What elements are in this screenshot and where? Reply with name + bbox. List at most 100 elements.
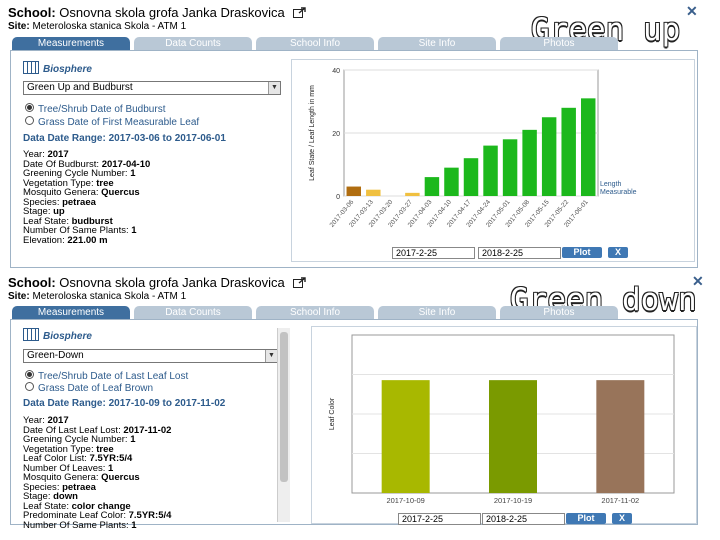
detail-row: Number Of Same Plants: 1 xyxy=(23,519,171,531)
bar xyxy=(463,158,479,196)
radio-unselected-icon[interactable] xyxy=(25,116,34,125)
detail-row: Vegetation Type: tree xyxy=(23,177,150,189)
tab-data-counts[interactable]: Data Counts xyxy=(134,306,252,319)
detail-key: Mosquito Genera xyxy=(23,472,96,483)
detail-value: 1 xyxy=(131,519,137,531)
clear-button[interactable]: X xyxy=(608,247,628,258)
detail-separator: : xyxy=(118,424,124,436)
radio-option-1[interactable]: Tree/Shrub Date of Last Leaf Lost xyxy=(25,370,188,382)
detail-value: up xyxy=(53,206,65,217)
detail-separator: : xyxy=(66,500,72,512)
detail-separator: : xyxy=(90,443,97,455)
plot-button[interactable]: Plot xyxy=(562,247,602,258)
calendar-icon xyxy=(23,61,39,74)
detail-key: Stage xyxy=(23,491,48,502)
detail-value: down xyxy=(53,491,78,502)
detail-value: budburst xyxy=(71,215,113,227)
detail-value: 2017-04-10 xyxy=(101,158,151,170)
school-name: Osnovna skola grofa Janka Draskovica xyxy=(59,5,285,20)
detail-value: 2017 xyxy=(47,149,69,160)
radio-unselected-icon[interactable] xyxy=(25,382,34,391)
clear-button[interactable]: X xyxy=(612,513,632,524)
detail-separator: : xyxy=(42,415,48,426)
detail-row: Elevation: 221.00 m xyxy=(23,234,150,246)
detail-row: Species: petraea xyxy=(23,196,150,208)
close-icon[interactable]: ✕ xyxy=(692,273,704,289)
detail-separator: : xyxy=(66,215,72,227)
chart-area: Leaf Color 2017-10-09 2017-10-19 2017-11-02… xyxy=(311,326,697,525)
school-label: School: xyxy=(8,5,56,20)
tab-measurements[interactable]: Measurements xyxy=(12,37,130,50)
chevron-down-icon[interactable]: ▼ xyxy=(268,82,280,94)
detail-key: Date Of Budburst xyxy=(23,158,97,170)
radio-label-1: Tree/Shrub Date of Budburst xyxy=(38,104,166,115)
detail-separator: : xyxy=(56,481,63,493)
radio-selected-icon[interactable] xyxy=(25,370,34,379)
detail-row: Year: 2017 xyxy=(23,416,171,426)
radio-selected-icon[interactable] xyxy=(25,103,34,112)
detail-value: color change xyxy=(71,500,131,512)
detail-value: 1 xyxy=(130,434,136,445)
tab-photos[interactable]: Photos xyxy=(500,306,618,319)
detail-key: Date Of Last Leaf Lost xyxy=(23,424,119,436)
bar xyxy=(596,380,645,493)
school-name: Osnovna skola grofa Janka Draskovica xyxy=(59,275,285,290)
site-name: Meteroloska stanica Skola - ATM 1 xyxy=(32,291,187,302)
detail-key: Greening Cycle Number xyxy=(23,434,125,445)
tab-data-counts[interactable]: Data Counts xyxy=(134,37,252,50)
site-line: Site: Meteroloska stanica Skola - ATM 1 xyxy=(8,291,186,302)
detail-key: Year xyxy=(23,415,43,426)
green-down-panel: School: Osnovna skola grofa Janka Drasko… xyxy=(0,270,720,538)
protocol-select[interactable]: Green-Down ▼ xyxy=(23,349,278,363)
detail-key: Leaf State xyxy=(23,500,67,512)
detail-value: 1 xyxy=(131,225,137,236)
detail-separator: : xyxy=(90,177,97,189)
scrollbar[interactable] xyxy=(277,328,290,522)
date-to-input[interactable]: 2018-2-25 xyxy=(482,513,565,525)
protocol-select[interactable]: Green Up and Budburst ▼ xyxy=(23,81,281,95)
detail-row: Predominate Leaf Color: 7.5YR:5/4 xyxy=(23,511,171,521)
detail-separator: : xyxy=(62,234,68,246)
bar xyxy=(381,380,430,493)
date-to-input[interactable]: 2018-2-25 xyxy=(478,247,561,259)
detail-key: Mosquito Genera xyxy=(23,187,96,198)
tab-site-info[interactable]: Site Info xyxy=(378,37,496,50)
close-icon[interactable]: ✕ xyxy=(686,3,698,19)
radio-option-2[interactable]: Grass Date of Leaf Brown xyxy=(25,382,153,394)
date-range-text: Data Date Range: 2017-03-06 to 2017-06-0… xyxy=(23,133,226,144)
protocol-name: Biosphere xyxy=(43,331,92,342)
bar xyxy=(405,192,420,196)
external-link-icon[interactable] xyxy=(293,7,307,18)
chevron-down-icon[interactable]: ▼ xyxy=(265,350,277,362)
calendar-icon xyxy=(23,328,39,341)
detail-separator: : xyxy=(56,196,63,208)
detail-separator: : xyxy=(96,158,102,170)
external-link-icon[interactable] xyxy=(293,277,307,288)
site-label: Site: xyxy=(8,291,30,302)
y-tick-label: 0 xyxy=(336,194,340,201)
tab-bar: Measurements Data Counts School Info Sit… xyxy=(12,37,618,50)
date-from-input[interactable]: 2017-2-25 xyxy=(392,247,475,259)
radio-option-2[interactable]: Grass Date of First Measurable Leaf xyxy=(25,116,199,128)
detail-row: Stage: up xyxy=(23,207,150,217)
tab-site-info[interactable]: Site Info xyxy=(378,306,496,319)
detail-value: petraea xyxy=(62,196,96,208)
green-down-chart: Leaf Color 2017-10-09 2017-10-19 2017-11-02 xyxy=(329,334,675,505)
tab-school-info[interactable]: School Info xyxy=(256,37,374,50)
scrollbar-thumb[interactable] xyxy=(280,332,288,482)
radio-option-1[interactable]: Tree/Shrub Date of Budburst xyxy=(25,103,165,115)
detail-separator: : xyxy=(123,510,129,521)
protocol-label: Biosphere xyxy=(23,61,92,75)
detail-key: Leaf Color List xyxy=(23,453,85,464)
detail-value: 1 xyxy=(108,462,114,474)
plot-button[interactable]: Plot xyxy=(566,513,606,524)
date-from-input[interactable]: 2017-2-25 xyxy=(398,513,481,525)
detail-separator: : xyxy=(47,491,54,502)
bar xyxy=(346,186,361,196)
detail-row: Mosquito Genera: Quercus xyxy=(23,473,171,483)
tab-school-info[interactable]: School Info xyxy=(256,306,374,319)
y-axis-label: Leaf Color xyxy=(329,397,336,430)
tab-measurements[interactable]: Measurements xyxy=(12,306,130,319)
tab-photos[interactable]: Photos xyxy=(500,37,618,50)
